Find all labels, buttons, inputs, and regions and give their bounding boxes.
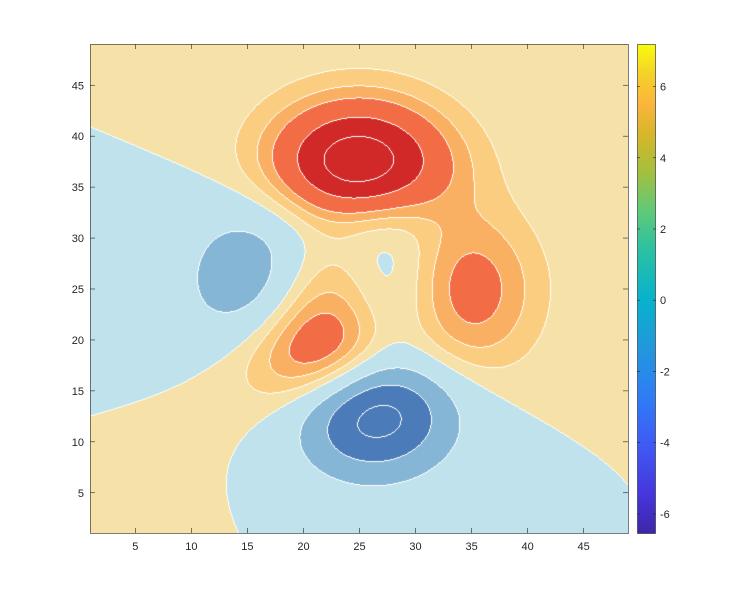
y-tick-label: 15 xyxy=(72,386,84,398)
x-tick-label: 15 xyxy=(241,541,253,553)
y-tick-label: 35 xyxy=(72,182,84,194)
colorbar-tick-label: -6 xyxy=(660,509,670,521)
colorbar-tick-label: -4 xyxy=(660,438,670,450)
y-tick-label: 5 xyxy=(78,488,84,500)
y-tick-label: 30 xyxy=(72,233,84,245)
colorbar xyxy=(637,44,656,534)
colorbar-tick-label: 4 xyxy=(660,153,666,165)
colorbar-tick-label: 6 xyxy=(660,82,666,94)
x-tick-label: 45 xyxy=(578,541,590,553)
colorbar-tick-label: 2 xyxy=(660,224,666,236)
contour-plot xyxy=(90,44,628,533)
x-tick-label: 30 xyxy=(409,541,421,553)
x-tick-label: 35 xyxy=(465,541,477,553)
x-tick-label: 5 xyxy=(132,541,138,553)
axis-ticks: 5 10 15 20 25 30 35 40 45 5 10 15 20 25 30 35 40 45 xyxy=(72,44,628,553)
y-tick-label: 45 xyxy=(72,80,84,92)
x-tick-label: 40 xyxy=(522,541,534,553)
y-tick-label: 10 xyxy=(72,437,84,449)
y-tick-label: 25 xyxy=(72,284,84,296)
x-tick-label: 10 xyxy=(185,541,197,553)
y-tick-label: 40 xyxy=(72,131,84,143)
x-tick-label: 25 xyxy=(353,541,365,553)
x-tick-label: 20 xyxy=(297,541,309,553)
colorbar-tick-label: -2 xyxy=(660,366,670,378)
colorbar-ticks: -6 -4 -2 0 2 4 6 xyxy=(637,82,670,521)
colorbar-tick-label: 0 xyxy=(660,295,666,307)
y-tick-label: 20 xyxy=(72,335,84,347)
